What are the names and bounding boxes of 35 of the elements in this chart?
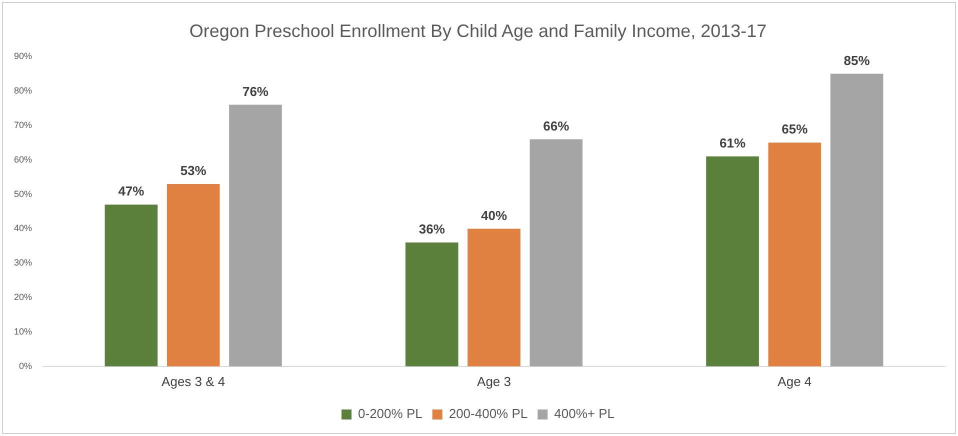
- x-tick-label: Ages 3 & 4: [162, 374, 226, 389]
- bar: [530, 139, 583, 366]
- data-label: 85%: [844, 52, 870, 68]
- y-tick-label: 80%: [14, 86, 32, 96]
- bar: [830, 74, 884, 366]
- data-label: 36%: [418, 222, 446, 237]
- data-label: 66%: [543, 118, 570, 134]
- y-tick-label: 30%: [14, 258, 32, 268]
- y-tick-label: 40%: [14, 223, 32, 234]
- chart-title: Oregon Preschool Enrollment By Child Age and Family Income, 2013-17: [189, 20, 767, 41]
- legend-label: 400%+ PL: [554, 406, 614, 422]
- x-tick-label: Age 3: [477, 374, 511, 389]
- bar: [166, 184, 220, 366]
- data-label: 65%: [782, 122, 808, 137]
- y-tick-label: 70%: [14, 120, 32, 130]
- data-label: 47%: [118, 184, 145, 199]
- y-tick-label: 0%: [19, 360, 32, 371]
- bar: [468, 228, 520, 366]
- bar: [229, 104, 282, 366]
- y-tick-label: 50%: [14, 188, 32, 199]
- legend-label: 0-200% PL: [358, 406, 422, 422]
- data-label: 53%: [180, 163, 207, 178]
- legend-label: 200-400% PL: [448, 406, 528, 422]
- y-tick-label: 60%: [14, 154, 32, 164]
- data-label: 40%: [480, 208, 508, 223]
- bar: [706, 156, 759, 366]
- y-tick-label: 20%: [14, 292, 32, 302]
- bar: [768, 142, 822, 366]
- data-label: 76%: [242, 84, 269, 99]
- y-tick-label: 90%: [14, 51, 32, 62]
- bar: [405, 242, 458, 366]
- y-tick-label: 10%: [14, 326, 32, 336]
- data-label: 61%: [720, 136, 746, 151]
- bar: [104, 204, 158, 366]
- x-tick-label: Age 4: [778, 374, 812, 389]
